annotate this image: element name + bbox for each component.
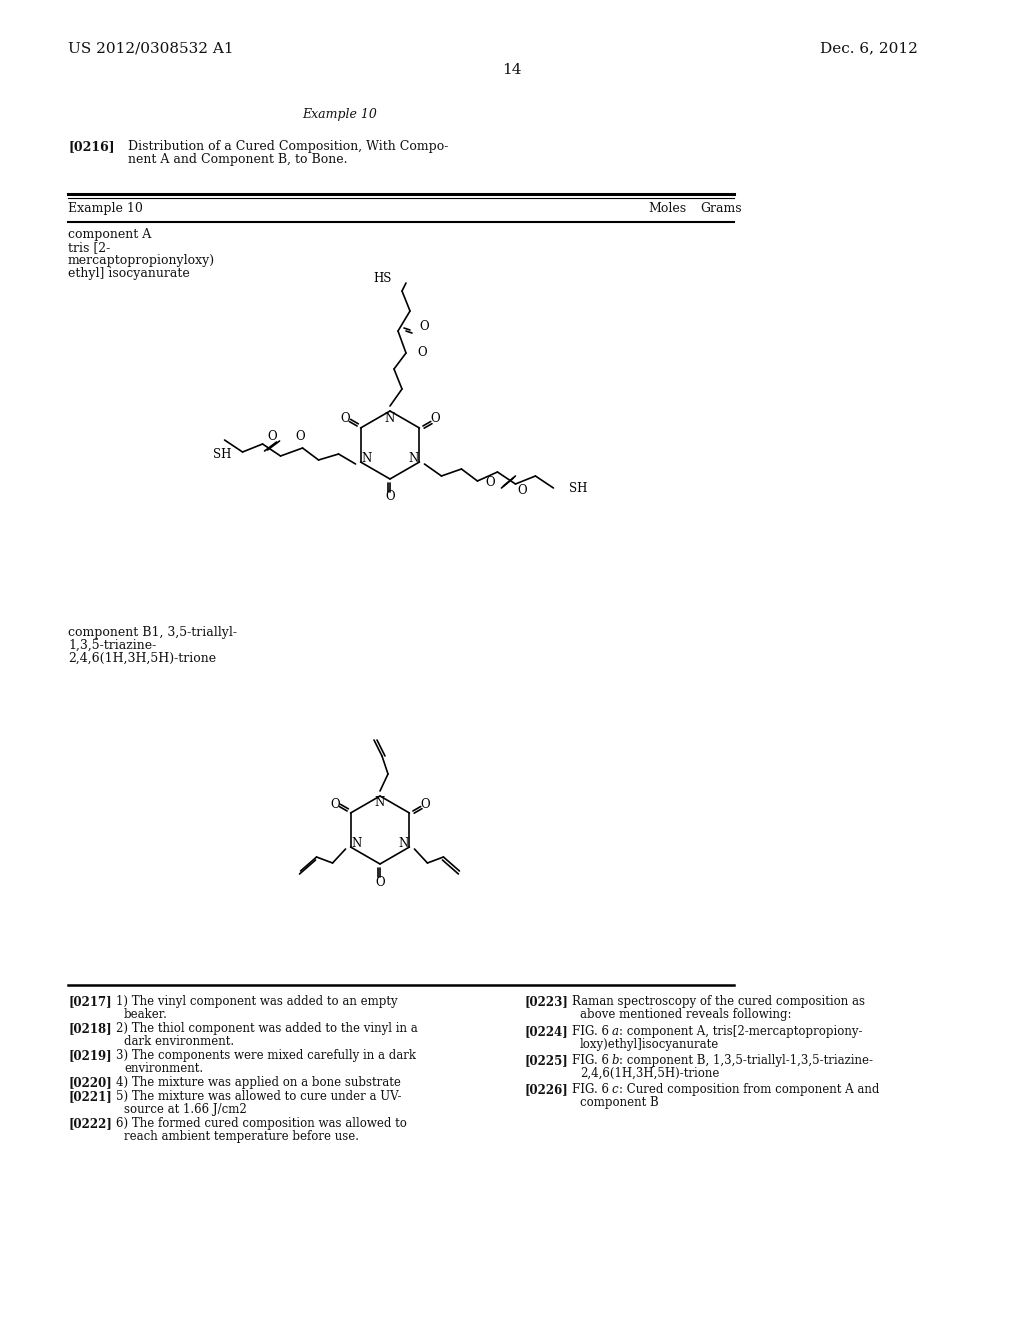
Text: Example 10: Example 10 <box>68 202 143 215</box>
Text: O: O <box>517 483 527 496</box>
Text: O: O <box>385 491 395 503</box>
Text: N: N <box>398 837 409 850</box>
Text: c: c <box>612 1082 618 1096</box>
Text: ethyl] isocyanurate: ethyl] isocyanurate <box>68 267 189 280</box>
Text: US 2012/0308532 A1: US 2012/0308532 A1 <box>68 41 233 55</box>
Text: Moles: Moles <box>648 202 686 215</box>
Text: [0225]: [0225] <box>524 1053 567 1067</box>
Text: beaker.: beaker. <box>124 1008 168 1020</box>
Text: O: O <box>420 797 430 810</box>
Text: O: O <box>296 430 305 444</box>
Text: O: O <box>485 477 495 490</box>
Text: 1) The vinyl component was added to an empty: 1) The vinyl component was added to an e… <box>116 995 397 1008</box>
Text: loxy)ethyl]isocyanurate: loxy)ethyl]isocyanurate <box>580 1038 719 1051</box>
Text: N: N <box>351 837 361 850</box>
Text: FIG. 6: FIG. 6 <box>572 1053 609 1067</box>
Text: [0221]: [0221] <box>68 1090 112 1104</box>
Text: O: O <box>430 412 440 425</box>
Text: O: O <box>375 875 385 888</box>
Text: O: O <box>267 429 278 442</box>
Text: FIG. 6: FIG. 6 <box>572 1082 609 1096</box>
Text: b: b <box>612 1053 620 1067</box>
Text: : Cured composition from component A and: : Cured composition from component A and <box>618 1082 880 1096</box>
Text: 6) The formed cured composition was allowed to: 6) The formed cured composition was allo… <box>116 1117 407 1130</box>
Text: tris [2-: tris [2- <box>68 242 111 253</box>
Text: [0223]: [0223] <box>524 995 568 1008</box>
Text: component B: component B <box>580 1096 658 1109</box>
Text: 1,3,5-triazine-: 1,3,5-triazine- <box>68 639 157 652</box>
Text: source at 1.66 J/cm2: source at 1.66 J/cm2 <box>124 1104 247 1115</box>
Text: Grams: Grams <box>700 202 741 215</box>
Text: N: N <box>385 412 395 425</box>
Text: [0226]: [0226] <box>524 1082 567 1096</box>
Text: Distribution of a Cured Composition, With Compo-: Distribution of a Cured Composition, Wit… <box>128 140 449 153</box>
Text: SH: SH <box>213 447 231 461</box>
Text: reach ambient temperature before use.: reach ambient temperature before use. <box>124 1130 359 1143</box>
Text: : component A, tris[2-mercaptopropiony-: : component A, tris[2-mercaptopropiony- <box>618 1026 862 1038</box>
Text: N: N <box>409 451 419 465</box>
Text: above mentioned reveals following:: above mentioned reveals following: <box>580 1008 792 1020</box>
Text: [0219]: [0219] <box>68 1049 112 1063</box>
Text: : component B, 1,3,5-triallyl-1,3,5-triazine-: : component B, 1,3,5-triallyl-1,3,5-tria… <box>618 1053 873 1067</box>
Text: Example 10: Example 10 <box>302 108 378 121</box>
Text: FIG. 6: FIG. 6 <box>572 1026 609 1038</box>
Text: mercaptopropionyloxy): mercaptopropionyloxy) <box>68 253 215 267</box>
Text: 5) The mixture was allowed to cure under a UV-: 5) The mixture was allowed to cure under… <box>116 1090 401 1104</box>
Text: [0224]: [0224] <box>524 1026 567 1038</box>
Text: environment.: environment. <box>124 1063 203 1074</box>
Text: 2) The thiol component was added to the vinyl in a: 2) The thiol component was added to the … <box>116 1022 418 1035</box>
Text: component B1, 3,5-triallyl-: component B1, 3,5-triallyl- <box>68 626 237 639</box>
Text: O: O <box>330 797 340 810</box>
Text: O: O <box>417 346 427 359</box>
Text: [0217]: [0217] <box>68 995 112 1008</box>
Text: Dec. 6, 2012: Dec. 6, 2012 <box>820 41 918 55</box>
Text: [0216]: [0216] <box>68 140 115 153</box>
Text: SH: SH <box>569 482 588 495</box>
Text: O: O <box>340 412 350 425</box>
Text: 14: 14 <box>502 63 522 77</box>
Text: 3) The components were mixed carefully in a dark: 3) The components were mixed carefully i… <box>116 1049 416 1063</box>
Text: Raman spectroscopy of the cured composition as: Raman spectroscopy of the cured composit… <box>572 995 865 1008</box>
Text: 2,4,6(1H,3H,5H)-trione: 2,4,6(1H,3H,5H)-trione <box>68 652 216 665</box>
Text: N: N <box>361 451 372 465</box>
Text: HS: HS <box>374 272 392 285</box>
Text: component A: component A <box>68 228 152 242</box>
Text: nent A and Component B, to Bone.: nent A and Component B, to Bone. <box>128 153 347 166</box>
Text: N: N <box>375 796 385 809</box>
Text: a: a <box>612 1026 618 1038</box>
Text: [0218]: [0218] <box>68 1022 112 1035</box>
Text: 2,4,6(1H,3H,5H)-trione: 2,4,6(1H,3H,5H)-trione <box>580 1067 720 1080</box>
Text: 4) The mixture was applied on a bone substrate: 4) The mixture was applied on a bone sub… <box>116 1076 400 1089</box>
Text: [0222]: [0222] <box>68 1117 112 1130</box>
Text: dark environment.: dark environment. <box>124 1035 234 1048</box>
Text: O: O <box>419 321 429 334</box>
Text: [0220]: [0220] <box>68 1076 112 1089</box>
